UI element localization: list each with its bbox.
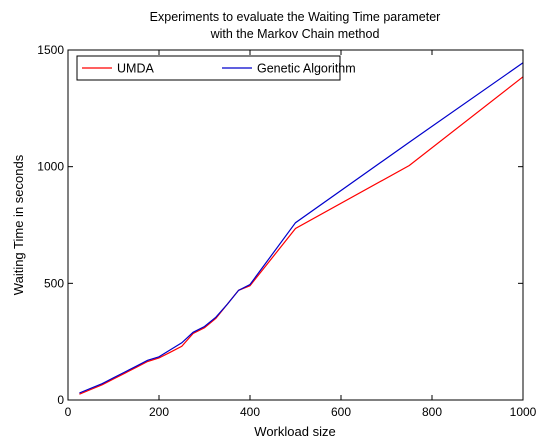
legend-box — [76, 55, 341, 81]
y-tick-label: 0 — [57, 393, 64, 407]
plot-frame — [67, 49, 524, 401]
legend-label-genetic-algorithm: Genetic Algorithm — [257, 62, 356, 76]
y-tick-label: 500 — [44, 276, 64, 290]
series-lines — [79, 62, 524, 395]
legend-label-umda: UMDA — [117, 62, 154, 76]
chart-title-line-1: Experiments to evaluate the Waiting Time… — [150, 10, 441, 24]
x-axis-label: Workload size — [254, 424, 335, 439]
chart-title-line-2: with the Markov Chain method — [210, 27, 380, 41]
x-tick-label: 400 — [240, 405, 260, 419]
y-tick-label: 1500 — [37, 43, 64, 57]
axis-ticks: 0 200 400 600 800 1000 0 500 1000 1500 — [37, 43, 536, 419]
y-tick-label: 1000 — [37, 160, 64, 174]
y-axis-label: Waiting Time in seconds — [11, 154, 26, 295]
series-line-genetic-algorithm — [79, 62, 524, 394]
x-tick-label: 600 — [331, 405, 351, 419]
x-tick-label: 200 — [149, 405, 169, 419]
x-tick-label: 1000 — [510, 405, 537, 419]
series-line-umda — [79, 76, 524, 395]
legend: UMDA Genetic Algorithm — [76, 55, 356, 81]
x-tick-label: 0 — [65, 405, 72, 419]
x-tick-label: 800 — [422, 405, 442, 419]
